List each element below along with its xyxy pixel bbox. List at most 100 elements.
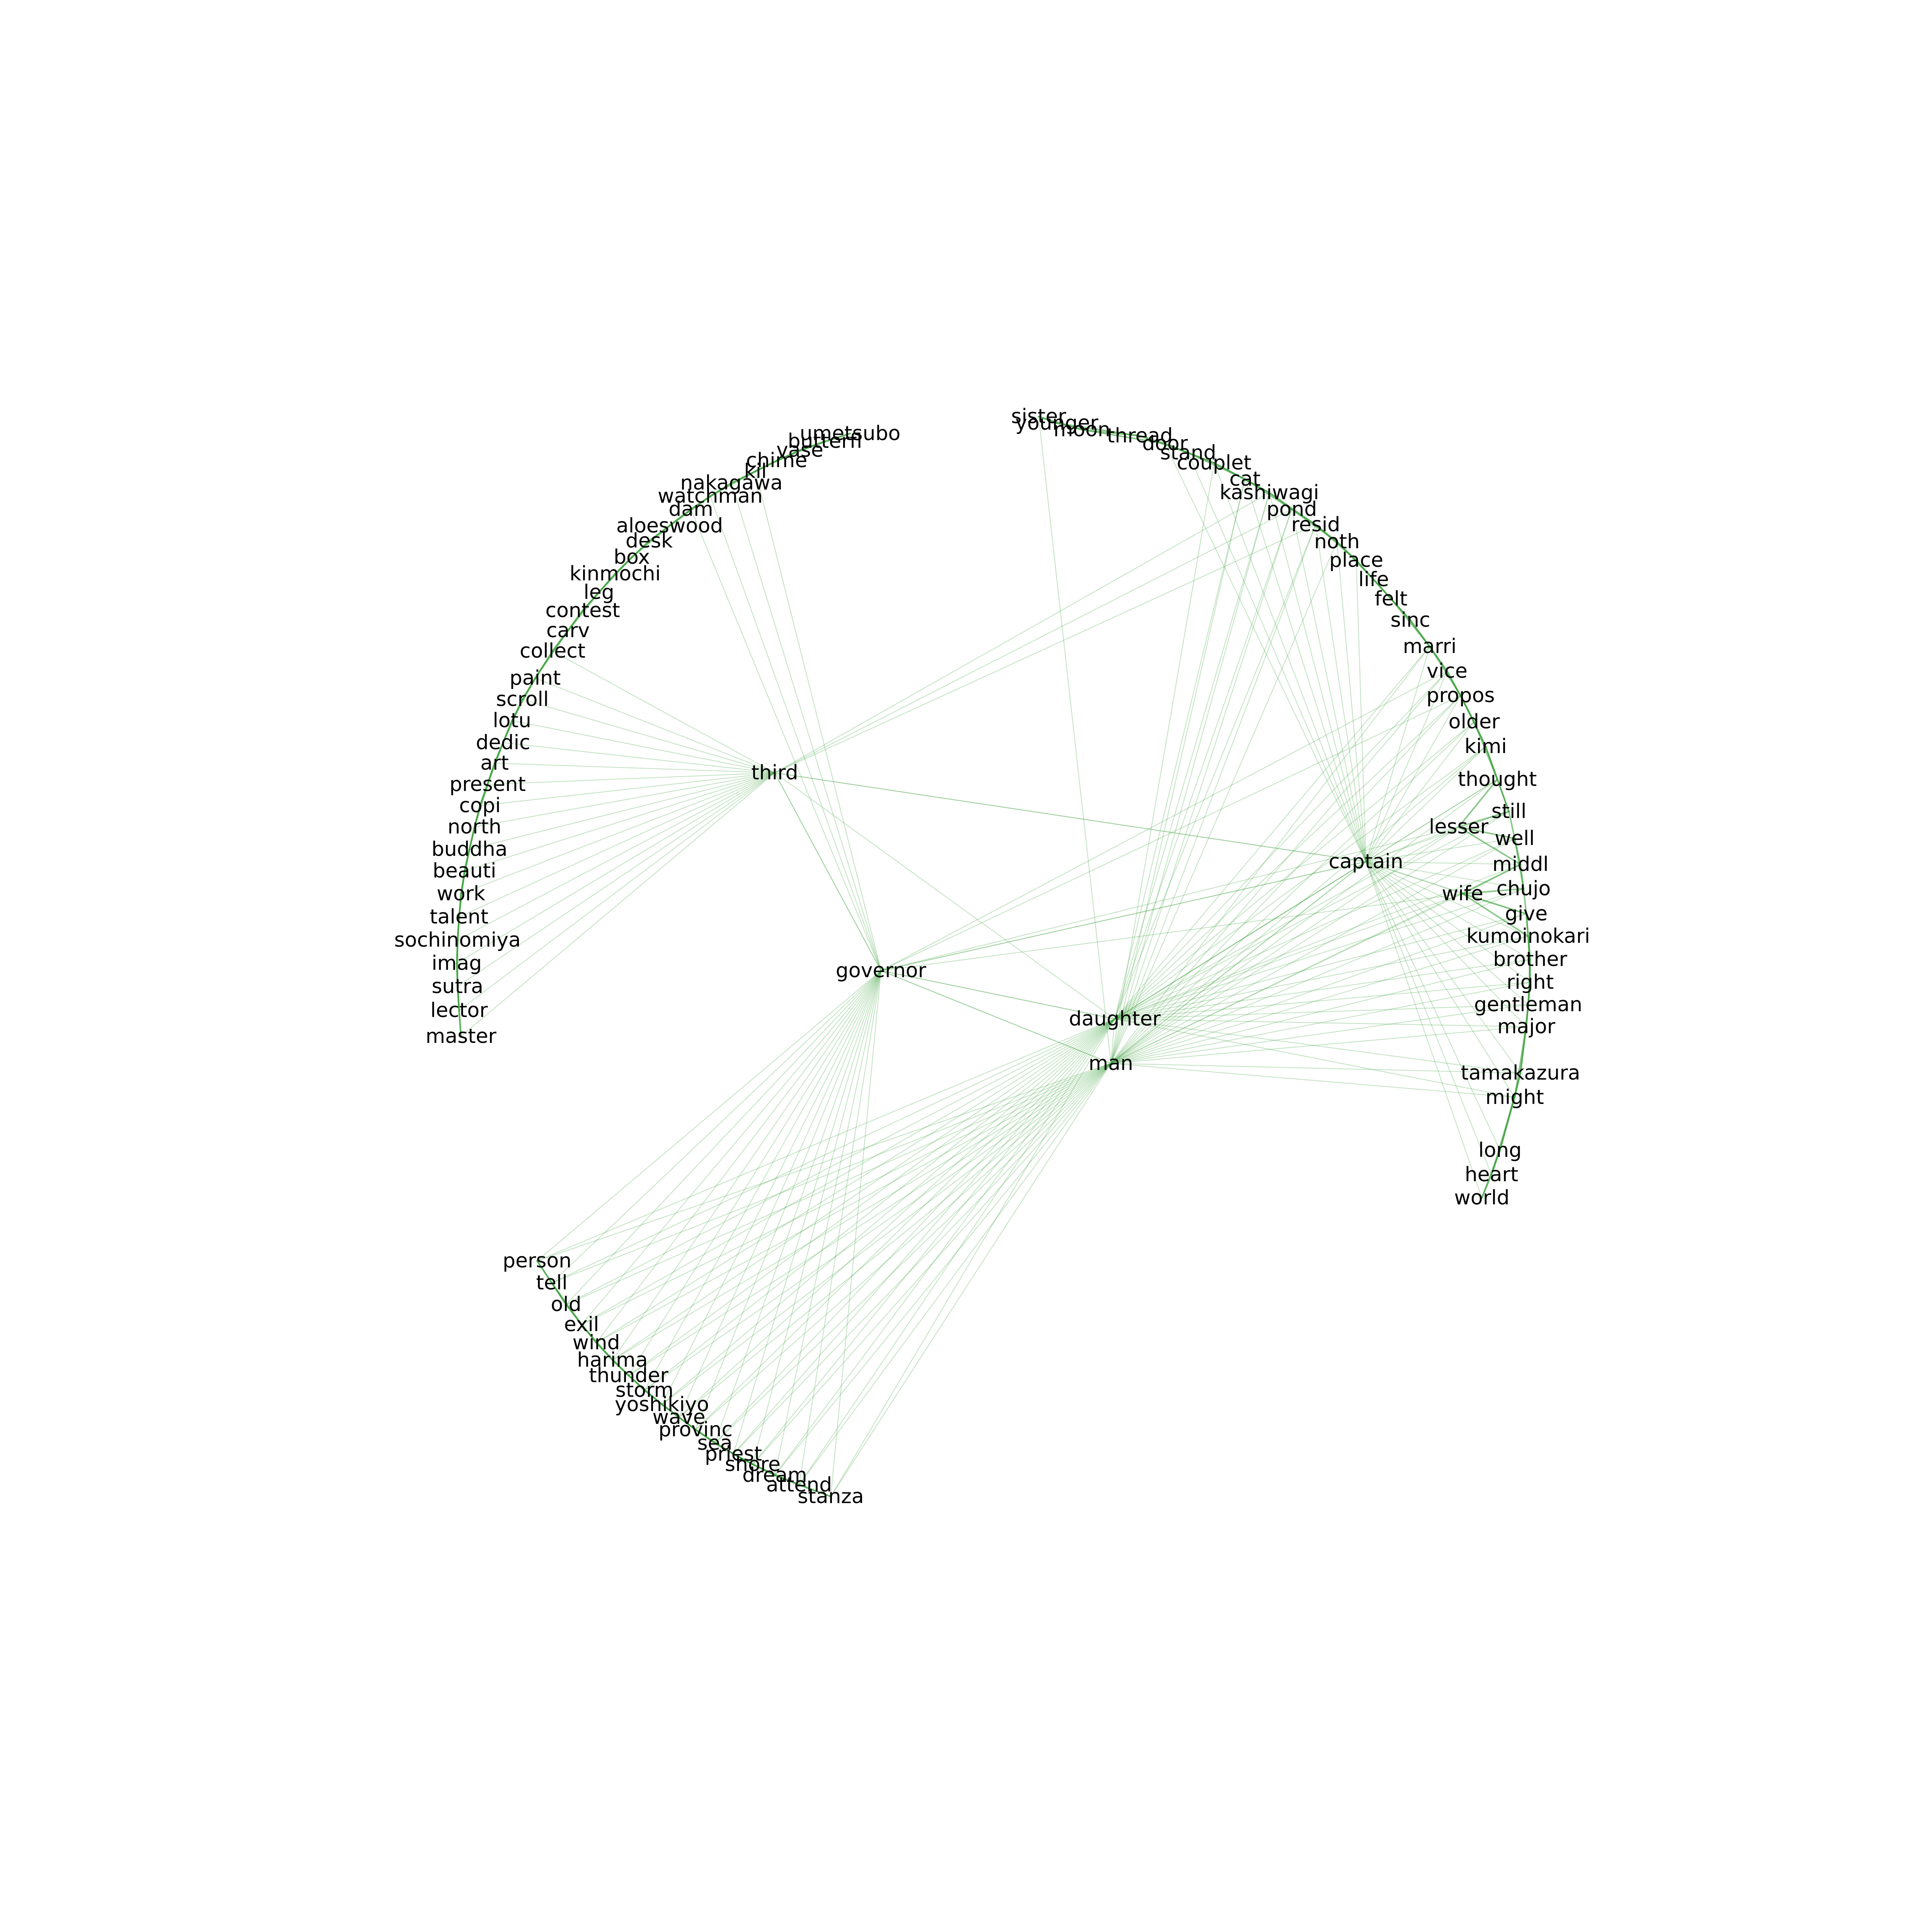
edge-daughter-yoshikiyo bbox=[661, 1018, 1116, 1405]
edge-man-yoshikiyo bbox=[661, 1063, 1112, 1405]
edge-daughter-kimi bbox=[1114, 746, 1486, 1020]
edge-daughter-major bbox=[1114, 1018, 1527, 1027]
edge-daughter-propos bbox=[1114, 695, 1461, 1020]
edge-man-wave bbox=[678, 1063, 1112, 1418]
edge-captain-kimi bbox=[1365, 746, 1486, 862]
edge-daughter-storm bbox=[644, 1018, 1116, 1391]
edge-daughter-priest bbox=[733, 1018, 1116, 1455]
edge-lesser-middl bbox=[1458, 826, 1521, 865]
edge-man-stanza bbox=[830, 1063, 1112, 1497]
edge-man-storm bbox=[644, 1063, 1112, 1391]
edge-daughter-resid bbox=[1114, 524, 1316, 1020]
node-label-tamakazura: tamakazura bbox=[1461, 1061, 1580, 1085]
node-label-stand: stand bbox=[1160, 441, 1216, 464]
node-label-propos: propos bbox=[1427, 684, 1495, 707]
node-label-might: might bbox=[1485, 1086, 1544, 1109]
node-label-umetsubo: umetsubo bbox=[800, 422, 901, 445]
node-label-art: art bbox=[480, 752, 509, 775]
edge-governor-wind bbox=[595, 970, 882, 1344]
node-label-provinc: provinc bbox=[658, 1418, 733, 1441]
edge-man-attend bbox=[798, 1063, 1112, 1486]
node-label-sinc: sinc bbox=[1390, 609, 1430, 632]
edge-man-brother bbox=[1110, 959, 1531, 1064]
node-label-leg: leg bbox=[583, 581, 614, 604]
edge-man-sea bbox=[714, 1063, 1112, 1444]
node-label-younger: younger bbox=[1015, 412, 1099, 435]
node-label-lotu: lotu bbox=[493, 709, 531, 732]
edge-chujo-give bbox=[1523, 888, 1527, 915]
edge-thought-lesser bbox=[1458, 779, 1498, 828]
edge-captain-vice bbox=[1365, 670, 1448, 862]
node-label-kumoinokari: kumoinokari bbox=[1466, 925, 1590, 948]
edge-daughter-kumoinokari bbox=[1114, 935, 1529, 1020]
node-label-vice: vice bbox=[1427, 660, 1468, 683]
node-label-marri: marri bbox=[1403, 635, 1457, 658]
node-label-watchman: watchman bbox=[658, 485, 763, 508]
edge-heart-world bbox=[1481, 1174, 1492, 1199]
edge-daughter-tell bbox=[551, 1018, 1116, 1284]
edge-third-buddha bbox=[469, 772, 776, 850]
node-label-collect: collect bbox=[520, 639, 585, 663]
edge-third-lector bbox=[458, 772, 776, 1011]
node-label-beauti: beauti bbox=[433, 859, 497, 883]
edge-man-wind bbox=[595, 1063, 1112, 1344]
edge-daughter-well bbox=[1114, 838, 1515, 1020]
edge-man-wife bbox=[1110, 893, 1463, 1064]
edge-third-sutra bbox=[457, 772, 776, 987]
node-label-middl: middl bbox=[1492, 853, 1549, 876]
edge-captain-world bbox=[1365, 861, 1483, 1199]
edge-man-governor bbox=[880, 970, 1112, 1064]
edge-governor-thunder bbox=[628, 970, 882, 1376]
node-label-contest: contest bbox=[545, 599, 620, 622]
labels-layer: umetsubobutterflvasechimekilnakagawawatc… bbox=[394, 405, 1590, 1508]
edge-daughter-dream bbox=[774, 1018, 1116, 1476]
node-label-person: person bbox=[503, 1249, 571, 1272]
edge-captain-kashiwagi bbox=[1269, 492, 1367, 862]
edge-daughter-governor bbox=[880, 970, 1116, 1020]
edge-daughter-right bbox=[1114, 981, 1531, 1020]
edge-third-lotu bbox=[511, 720, 776, 774]
edge-captain-propos bbox=[1365, 695, 1461, 862]
edge-man-still bbox=[1110, 811, 1510, 1064]
edge-third-paint bbox=[534, 677, 776, 774]
edge-captain-noth bbox=[1336, 541, 1367, 862]
node-label-couplet: couplet bbox=[1177, 451, 1251, 474]
edge-captain-cat bbox=[1244, 478, 1367, 862]
node-label-noth: noth bbox=[1314, 530, 1360, 553]
edge-daughter-shore bbox=[752, 1018, 1116, 1465]
node-label-thought: thought bbox=[1458, 768, 1537, 791]
edge-captain-lesser bbox=[1365, 826, 1459, 862]
edge-daughter-kashiwagi bbox=[1114, 492, 1270, 1020]
node-label-give: give bbox=[1505, 902, 1548, 925]
node-label-dam: dam bbox=[668, 498, 713, 521]
node-label-brother: brother bbox=[1493, 948, 1567, 971]
edge-daughter-exil bbox=[581, 1018, 1116, 1325]
edge-captain-couplet bbox=[1213, 462, 1367, 862]
edge-governor-kil bbox=[755, 471, 882, 971]
edge-daughter-stanza bbox=[830, 1018, 1116, 1497]
edge-captain-might bbox=[1365, 861, 1515, 1098]
node-label-resid: resid bbox=[1291, 513, 1340, 536]
edge-captain-wife bbox=[1365, 861, 1463, 895]
edge-daughter-sea bbox=[714, 1018, 1116, 1444]
node-label-wife: wife bbox=[1442, 882, 1483, 905]
node-label-yoshikiyo: yoshikiyo bbox=[615, 1393, 709, 1416]
node-label-dedic: dedic bbox=[476, 731, 530, 754]
edge-third-sochinomiya bbox=[457, 772, 776, 941]
edge-man-captain bbox=[1110, 861, 1367, 1064]
node-label-cat: cat bbox=[1230, 468, 1261, 491]
node-label-chujo: chujo bbox=[1497, 877, 1551, 900]
edge-man-resid bbox=[1110, 524, 1316, 1064]
edge-governor-daughter bbox=[880, 970, 1116, 1020]
edge-man-pond bbox=[1110, 509, 1293, 1064]
edge-man-middl bbox=[1110, 864, 1521, 1064]
node-label-lesser: lesser bbox=[1429, 815, 1489, 838]
node-label-tell: tell bbox=[536, 1271, 567, 1294]
node-label-moon: moon bbox=[1053, 418, 1110, 441]
edge-captain-man bbox=[1110, 861, 1367, 1064]
node-label-present: present bbox=[449, 773, 526, 796]
edge-governor-tell bbox=[551, 970, 882, 1284]
edge-man-give bbox=[1110, 913, 1527, 1064]
edge-captain-resid bbox=[1315, 524, 1367, 862]
node-label-major: major bbox=[1497, 1015, 1556, 1038]
